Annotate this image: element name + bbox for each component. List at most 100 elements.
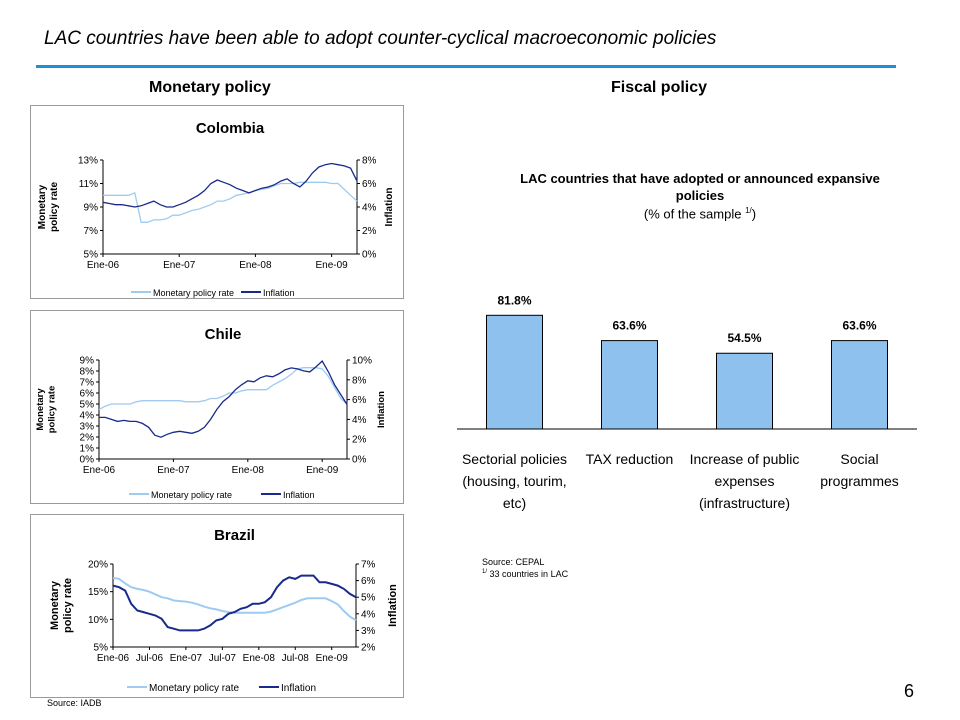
bar (716, 352, 773, 430)
brazil-y2-axis-title: Inflation (387, 584, 399, 627)
brazil-x-tick-label: Jul-08 (282, 653, 310, 664)
colombia-y-tick-label: 5% (84, 250, 99, 261)
brazil-y-axis-title: Monetary (49, 580, 61, 630)
brazil-y-tick-label: 10% (88, 615, 108, 626)
title-divider (36, 65, 896, 68)
brazil-legend-inflation-label: Inflation (281, 683, 316, 694)
chile-y2-tick-label: 0% (352, 455, 367, 466)
bar-value-label: 81.8% (497, 293, 531, 307)
brazil-y2-tick-label: 6% (361, 576, 376, 587)
page-number: 6 (904, 681, 915, 701)
chile-y2-tick-label: 2% (352, 435, 367, 446)
brazil-x-tick-label: Ene-07 (170, 653, 203, 664)
chile-y-tick-label: 6% (80, 389, 95, 400)
brazil-inflation-line (112, 574, 357, 632)
colombia-y-tick-label: 13% (78, 156, 98, 167)
colombia-inflation-line (102, 162, 358, 208)
colombia-x-tick-label: Ene-09 (315, 260, 348, 271)
bar-subtitle-text: (% of the sample (643, 206, 742, 222)
brazil-legend-policy-label: Monetary policy rate (149, 683, 239, 694)
chile-y2-tick-label: 6% (352, 395, 367, 406)
colombia-y-axis-title: Monetary (37, 184, 48, 229)
chile-chart: Chile0%1%2%3%4%5%6%7%8%9%0%2%4%6%8%10%En… (35, 326, 387, 500)
brazil-x-tick-label: Jul-06 (136, 653, 164, 664)
brazil-chart: Brazil 5% 10% 15% 20% 2% 3% 4% 5% 6% 7% Ene-06 Jul-0… (49, 527, 399, 694)
chile-y-tick-label: 4% (80, 411, 95, 422)
bar-value-label: 63.6% (842, 319, 876, 333)
colombia-x-tick-label: Ene-08 (239, 260, 272, 271)
bar-chart-title: LAC countries that have adopted or annou… (520, 171, 880, 203)
chile-y2-tick-label: 4% (352, 415, 367, 426)
colombia-legend-policy-label: Monetary policy rate (153, 288, 234, 298)
colombia-legend-inflation-label: Inflation (263, 288, 295, 298)
chile-y-tick-label: 9% (80, 356, 95, 367)
colombia-chart-title: Colombia (196, 120, 265, 137)
monetary-policy-heading: Monetary policy (149, 79, 271, 96)
bar-category-label: expenses (715, 473, 775, 489)
colombia-y2-tick-label: 4% (362, 203, 377, 214)
brazil-y2-tick-label: 7% (361, 560, 376, 571)
chile-y-tick-label: 1% (80, 444, 95, 455)
brazil-chart-panel: Brazil 5% 10% 15% 20% 2% 3% 4% 5% 6% 7% Ene-06 Jul-0… (30, 514, 404, 698)
chile-x-tick-label: Ene-08 (232, 465, 265, 476)
brazil-y2-tick-label: 3% (361, 626, 376, 637)
brazil-y-tick-label: 20% (88, 560, 108, 571)
chile-y-axis-title: Monetary (35, 388, 46, 431)
right-footnote-text: 33 countries in LAC (489, 569, 569, 579)
brazil-x-tick-label: Jul-07 (209, 653, 237, 664)
brazil-y2-tick-label: 2% (361, 643, 376, 654)
bar-subtitle-marker: 1/ (745, 206, 752, 215)
colombia-chart: Colombia 5% 7% 9% 11% 13% 0% 2% 4% 6% 8% Ene-06 Ene-… (37, 120, 395, 298)
chile-x-tick-label: Ene-07 (157, 465, 190, 476)
brazil-chart-title: Brazil (214, 527, 255, 544)
bar-category-label: (housing, tourim, (462, 473, 566, 489)
chile-y-tick-label: 5% (80, 400, 95, 411)
left-source-note: Source: IADB (47, 698, 102, 708)
brazil-x-tick-label: Ene-06 (97, 653, 130, 664)
chile-y2-axis-title: Inflation (376, 391, 387, 428)
chile-y-tick-label: 3% (80, 422, 95, 433)
chile-y-tick-label: 2% (80, 433, 95, 444)
right-footnote-marker: 1/ (482, 569, 488, 575)
bar-category-label: Sectorial policies (462, 451, 567, 467)
chile-y2-tick-label: 8% (352, 375, 367, 386)
colombia-x-tick-label: Ene-06 (87, 260, 120, 271)
colombia-y2-tick-label: 8% (362, 156, 377, 167)
chile-y-axis-title: policy rate (47, 386, 58, 434)
slide-title: LAC countries have been able to adopt co… (44, 28, 717, 49)
colombia-y-tick-label: 9% (84, 203, 99, 214)
brazil-y2-tick-label: 4% (361, 609, 376, 620)
colombia-y2-tick-label: 0% (362, 250, 377, 261)
colombia-y2-tick-label: 2% (362, 226, 377, 237)
colombia-y-tick-label: 11% (79, 179, 98, 190)
brazil-x-tick-label: Ene-09 (316, 653, 349, 664)
chile-chart-panel: Chile 0% 1% 2% 3% 4% 5% 6% 7% 8% 9% 0% 2% 4% 6% 8% 10% En… (30, 310, 404, 504)
brazil-x-tick-label: Ene-08 (243, 653, 276, 664)
bar (486, 314, 543, 430)
chile-x-tick-label: Ene-06 (83, 465, 116, 476)
bar-category-label: programmes (820, 473, 899, 489)
colombia-policy-rate-line (103, 181, 358, 223)
chile-policy-rate-line (98, 367, 348, 411)
colombia-y2-tick-label: 6% (362, 179, 377, 190)
chile-x-tick-label: Ene-09 (306, 465, 339, 476)
bar-value-label: 54.5% (727, 331, 761, 345)
fiscal-bar-chart: 81.8% Sectorial policies (housing, tourim,… (457, 293, 917, 511)
bar (601, 340, 658, 430)
brazil-y-axis-title: policy rate (62, 578, 74, 633)
bar-category-label: TAX reduction (586, 451, 674, 467)
colombia-y-axis-title: policy rate (49, 182, 60, 232)
chile-legend-policy-label: Monetary policy rate (151, 490, 232, 500)
fiscal-policy-heading: Fiscal policy (611, 79, 708, 96)
chile-y2-tick-label: 10% (352, 356, 372, 367)
colombia-y-tick-label: 7% (84, 226, 99, 237)
bar (831, 340, 888, 430)
colombia-chart-panel: Colombia 5% 7% 9% 11% 13% 0% 2% 4% 6% 8% Ene-06 Ene-… (30, 105, 404, 299)
brazil-y-tick-label: 5% (94, 643, 109, 654)
brazil-y2-tick-label: 5% (361, 593, 376, 604)
chile-inflation-line (99, 359, 348, 438)
chile-y-tick-label: 0% (80, 455, 95, 466)
colombia-x-tick-label: Ene-07 (163, 260, 196, 271)
bar-category-label: (infrastructure) (699, 495, 790, 511)
chile-y-tick-label: 8% (80, 367, 95, 378)
